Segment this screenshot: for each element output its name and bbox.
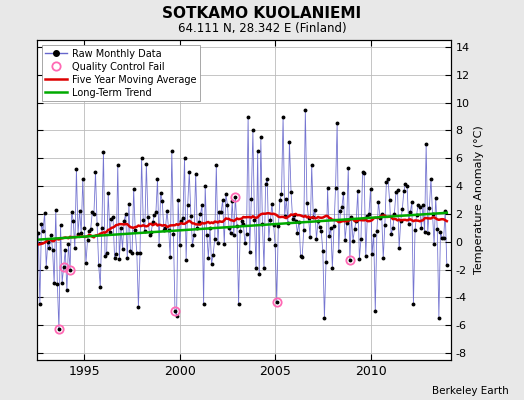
Y-axis label: Temperature Anomaly (°C): Temperature Anomaly (°C) bbox=[474, 126, 484, 274]
Text: SOTKAMO KUOLANIEMI: SOTKAMO KUOLANIEMI bbox=[162, 6, 362, 21]
Text: 64.111 N, 28.342 E (Finland): 64.111 N, 28.342 E (Finland) bbox=[178, 22, 346, 35]
Text: Berkeley Earth: Berkeley Earth bbox=[432, 386, 508, 396]
Legend: Raw Monthly Data, Quality Control Fail, Five Year Moving Average, Long-Term Tren: Raw Monthly Data, Quality Control Fail, … bbox=[41, 45, 200, 101]
